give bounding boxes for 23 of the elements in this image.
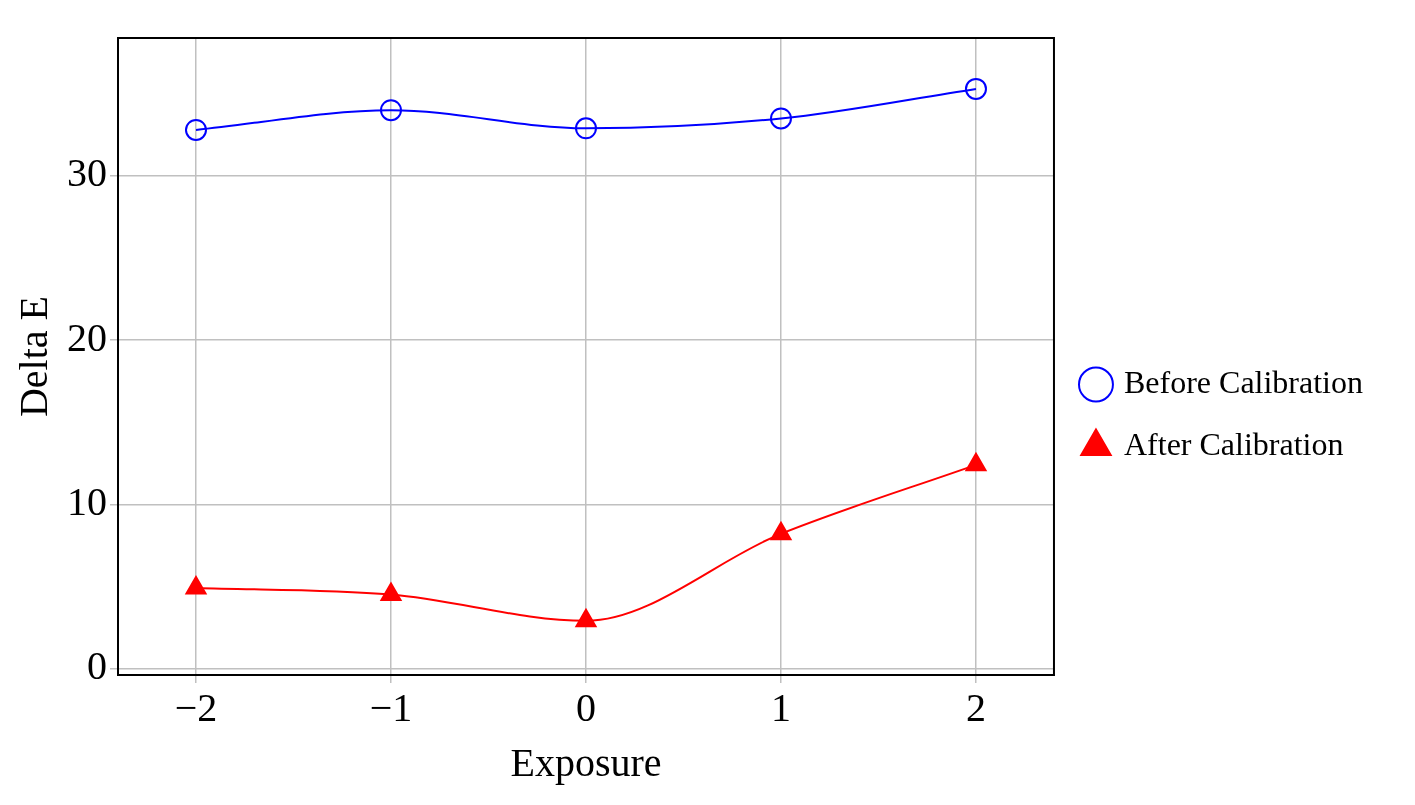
- point: [574, 117, 597, 140]
- point: [379, 99, 402, 122]
- point: [380, 582, 402, 602]
- x-tick-label: 0: [575, 684, 596, 730]
- point: [769, 107, 792, 130]
- x-axis-title: Exposure: [510, 739, 662, 785]
- x-tick-label: −1: [369, 684, 413, 730]
- x-tick-label: 2: [965, 684, 986, 730]
- y-axis-title: Delta E: [10, 295, 56, 418]
- point: [575, 608, 597, 628]
- point: [965, 452, 987, 472]
- point: [185, 118, 207, 141]
- point: [770, 521, 792, 541]
- x-tick-label: 1: [770, 684, 791, 730]
- y-tick-label: 30: [67, 150, 107, 196]
- y-tick-label: 0: [87, 642, 107, 688]
- point: [964, 77, 987, 100]
- legend-label: After Calibration: [1123, 425, 1344, 462]
- y-tick-label: 20: [67, 314, 107, 360]
- legend-label: Before Calibration: [1123, 363, 1363, 400]
- x-tick-label: −2: [174, 684, 218, 730]
- y-tick-label: 10: [67, 478, 107, 524]
- point: [185, 575, 207, 595]
